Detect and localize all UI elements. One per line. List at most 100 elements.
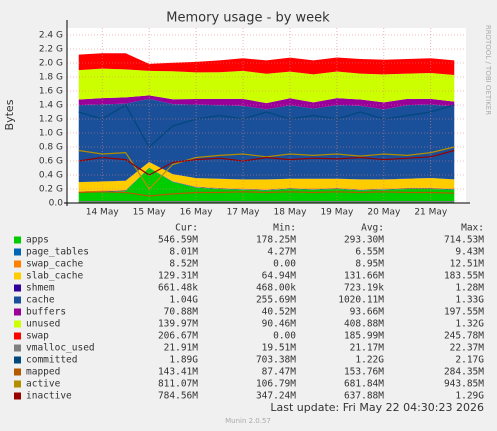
line	[78, 146, 455, 190]
last-update: Last update: Fri May 22 04:30:23 2026	[270, 401, 484, 414]
legend-swatch	[14, 272, 21, 280]
y-tick-label: 2.2 G	[39, 45, 63, 55]
stat-value: 1.89G	[169, 355, 198, 366]
legend-label: shmem	[26, 283, 55, 294]
line	[78, 191, 455, 197]
stat-value: 64.94M	[262, 271, 297, 282]
stat-value: 178.25M	[256, 235, 296, 246]
stat-value: 1020.11M	[338, 295, 384, 306]
stat-value: 143.41M	[158, 367, 198, 378]
stat-value: 703.38M	[256, 355, 296, 366]
legend-label: inactive	[26, 391, 72, 402]
legend-label: cache	[26, 295, 55, 306]
legend-swatch	[14, 392, 21, 400]
legend-label: committed	[26, 355, 77, 366]
x-tick-label: 15 May	[133, 208, 167, 218]
legend-label: buffers	[26, 307, 66, 318]
x-tick-label: 19 May	[320, 208, 354, 218]
stat-value: 93.66M	[350, 307, 385, 318]
legend-label: swap_cache	[26, 259, 83, 270]
area	[78, 53, 455, 76]
stat-value: 8.95M	[355, 259, 384, 270]
stat-value: 22.37M	[450, 343, 485, 354]
stat-value: 723.19k	[344, 283, 384, 294]
stat-value: 1.28M	[455, 283, 484, 294]
stat-value: 12.51M	[450, 259, 485, 270]
legend-swatch	[14, 332, 21, 340]
line	[78, 149, 455, 176]
stat-value: 1.29G	[455, 391, 484, 402]
stat-value: 8.52M	[169, 259, 198, 270]
stat-value: 408.88M	[344, 319, 384, 330]
y-tick-label: 2.0 G	[39, 59, 63, 69]
stat-value: 129.31M	[158, 271, 198, 282]
y-tick-label: 0.6 G	[39, 157, 63, 167]
legend-swatch	[14, 296, 21, 304]
stat-value: 1.04G	[169, 295, 198, 306]
side-text: RRDTOOL / TOBI OETIKER	[484, 25, 492, 115]
stat-value: 185.99M	[344, 331, 384, 342]
legend-label: active	[26, 379, 61, 390]
x-tick-label: 16 May	[180, 208, 214, 218]
stat-value: 2.17G	[455, 355, 484, 366]
stat-value: 714.53M	[444, 235, 484, 246]
legend-swatch	[14, 356, 21, 364]
stat-value: 206.67M	[158, 331, 198, 342]
stat-value: 637.88M	[344, 391, 384, 402]
stat-value: 546.59M	[158, 235, 198, 246]
legend-swatch	[14, 320, 21, 328]
stat-value: 0.00	[273, 259, 296, 270]
stat-value: 4.27M	[267, 247, 296, 258]
legend-swatch	[14, 236, 21, 244]
stat-value: 153.76M	[344, 367, 384, 378]
y-tick-label: 1.6 G	[39, 87, 63, 97]
y-tick-label: 0.0	[49, 199, 64, 209]
legend-swatch	[14, 344, 21, 352]
stat-value: 245.78M	[444, 331, 484, 342]
stat-value: 0.00	[273, 331, 296, 342]
stat-value: 681.84M	[344, 379, 384, 390]
y-tick-label: 1.2 G	[39, 115, 63, 125]
area	[78, 161, 455, 192]
legend-label: slab_cache	[26, 271, 83, 282]
stat-value: 661.48k	[158, 283, 198, 294]
legend-swatch	[14, 284, 21, 292]
legend-label: vmalloc_used	[26, 343, 95, 354]
stat-value: 1.33G	[455, 295, 484, 306]
stat-value: 106.79M	[256, 379, 296, 390]
y-tick-label: 1.0 G	[39, 129, 63, 139]
legend-label: mapped	[26, 367, 60, 378]
stat-value: 21.91M	[164, 343, 199, 354]
stat-value: 90.46M	[262, 319, 297, 330]
stat-value: 183.55M	[444, 271, 484, 282]
chart-title: Memory usage - by week	[166, 11, 330, 26]
legend-label: unused	[26, 319, 60, 330]
x-tick-label: 14 May	[86, 208, 120, 218]
y-tick-label: 1.8 G	[39, 73, 63, 83]
stat-header: Cur:	[175, 223, 198, 234]
stat-value: 255.69M	[256, 295, 296, 306]
stat-value: 40.52M	[262, 307, 297, 318]
stat-value: 197.55M	[444, 307, 484, 318]
y-axis-label: Bytes	[3, 99, 16, 130]
y-tick-label: 0.8 G	[39, 143, 63, 153]
area	[78, 95, 455, 110]
x-tick-label: 21 May	[414, 208, 448, 218]
stat-value: 139.97M	[158, 319, 198, 330]
stat-value: 9.43M	[455, 247, 484, 258]
stat-value: 284.35M	[444, 367, 484, 378]
stat-value: 19.51M	[262, 343, 297, 354]
y-tick-label: 1.4 G	[39, 101, 63, 111]
stat-header: Min:	[273, 223, 296, 234]
legend-label: swap	[26, 331, 49, 342]
stat-value: 784.56M	[158, 391, 198, 402]
legend-label: page_tables	[26, 247, 89, 258]
stat-header: Max:	[461, 223, 484, 234]
legend-swatch	[14, 380, 21, 388]
stat-value: 70.88M	[164, 307, 199, 318]
x-tick-label: 17 May	[227, 208, 261, 218]
stat-header: Avg:	[361, 223, 384, 234]
legend-swatch	[14, 368, 21, 376]
legend-swatch	[14, 260, 21, 268]
